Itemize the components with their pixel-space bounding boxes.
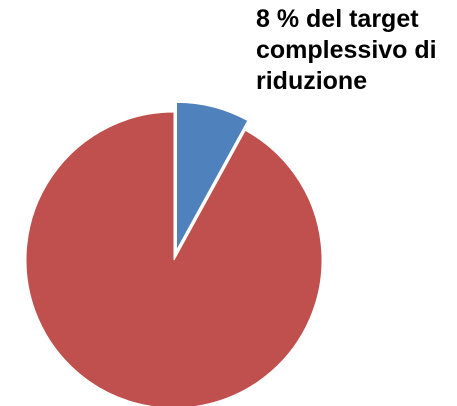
pie-slice-2 — [25, 111, 323, 406]
pie-slice-1 — [175, 101, 249, 251]
slice-annotation-line-1: 8 % del target — [256, 5, 419, 33]
slice-annotation-line-3: riduzione — [256, 67, 368, 95]
slice-annotation-line-2: complessivo di — [256, 36, 437, 64]
slice-annotation: 8 % del target complessivo di riduzione — [256, 4, 456, 97]
